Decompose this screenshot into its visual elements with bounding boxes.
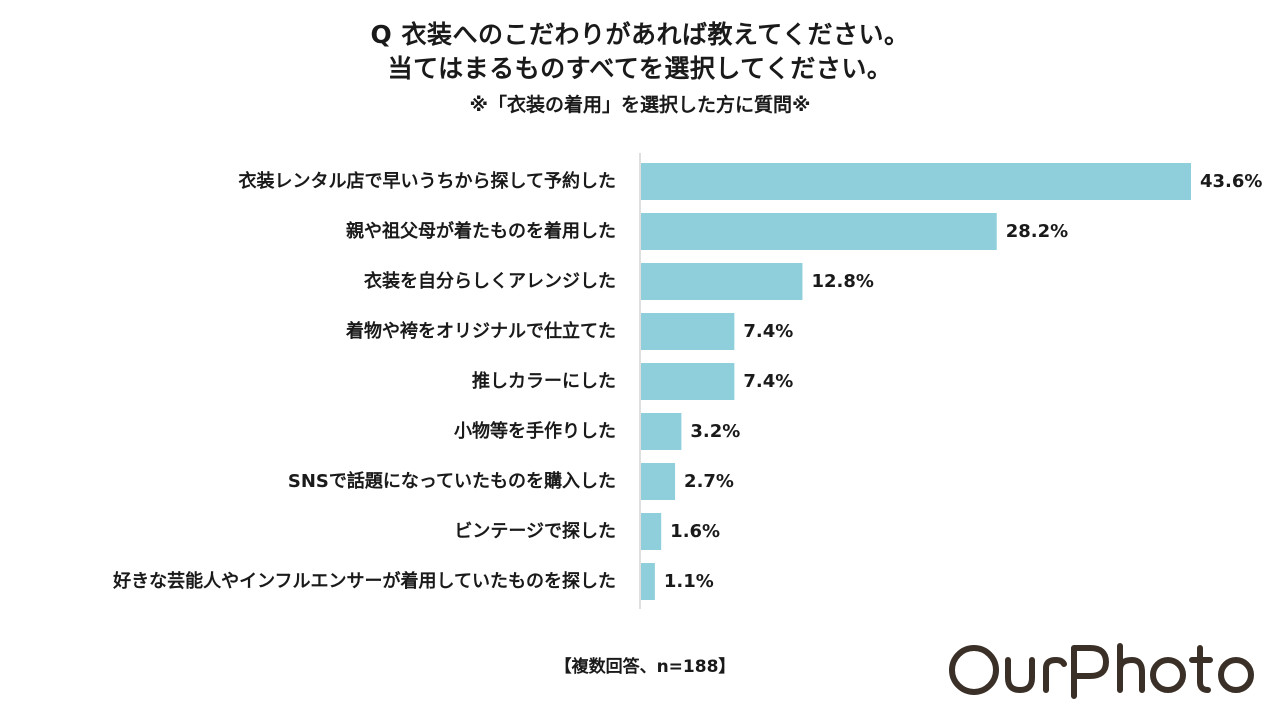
- bar: [641, 213, 997, 250]
- value-label: 2.7%: [684, 471, 734, 492]
- value-label: 3.2%: [690, 421, 740, 442]
- category-label: ビンテージで探した: [454, 520, 616, 542]
- category-label: 衣装を自分らしくアレンジした: [364, 270, 616, 292]
- value-label: 12.8%: [811, 271, 873, 292]
- bar: [641, 463, 676, 500]
- bar: [641, 363, 735, 400]
- bar: [641, 563, 655, 600]
- value-label: 7.4%: [743, 321, 793, 342]
- bar: [641, 263, 803, 300]
- bar: [641, 163, 1191, 200]
- value-label: 1.1%: [664, 571, 714, 592]
- sample-size-footnote: 【複数回答、n=188】: [554, 657, 736, 677]
- bar: [641, 413, 682, 450]
- category-label: 親や祖父母が着たものを着用した: [346, 220, 616, 242]
- category-label: 着物や袴をオリジナルで仕立てた: [345, 320, 616, 342]
- ourphoto-logo: [949, 643, 1254, 699]
- bar: [641, 313, 735, 350]
- bar: [641, 513, 662, 550]
- category-label: 好きな芸能人やインフルエンサーが着用していたものを探した: [112, 570, 616, 592]
- category-label: 小物等を手作りした: [454, 420, 616, 442]
- value-label: 7.4%: [743, 371, 793, 392]
- chart-title: Q 衣装へのこだわりがあれば教えてください。 当てはまるものすべてを選択してくだ…: [0, 18, 1280, 122]
- category-label: 衣装レンタル店で早いうちから探して予約した: [239, 170, 616, 192]
- title-line-1: Q 衣装へのこだわりがあれば教えてください。: [370, 20, 910, 49]
- value-label: 28.2%: [1006, 221, 1068, 242]
- value-label: 1.6%: [670, 521, 720, 542]
- title-line-2: 当てはまるものすべてを選択してください。: [387, 54, 893, 83]
- category-label: SNSで話題になっていたものを購入した: [288, 470, 616, 492]
- title-note: ※「衣装の着用」を選択した方に質問※: [469, 94, 811, 116]
- value-label: 43.6%: [1200, 171, 1262, 192]
- category-label: 推しカラーにした: [472, 370, 616, 392]
